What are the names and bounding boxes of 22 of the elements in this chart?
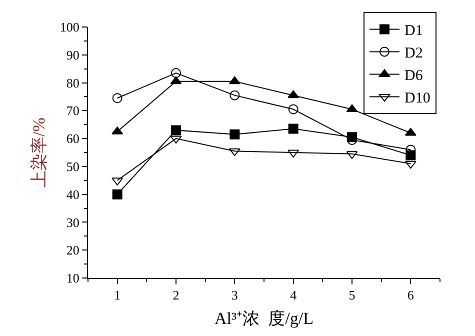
legend-label: D2: [404, 46, 423, 62]
x-tick-label: 1: [114, 288, 121, 303]
y-tick-label: 80: [66, 75, 80, 90]
y-tick-label: 90: [66, 47, 80, 62]
y-tick-label: 30: [66, 214, 80, 230]
y-tick-label: 70: [66, 103, 80, 118]
x-tick-label: 4: [290, 288, 298, 303]
x-tick-label: 5: [348, 288, 356, 303]
y-tick-label: 40: [66, 186, 80, 202]
y-tick-label: 100: [60, 20, 80, 35]
y-tick-label: 20: [66, 242, 80, 258]
legend-label: D10: [404, 90, 430, 107]
x-tick-label: 2: [172, 288, 180, 303]
x-tick-label: 6: [407, 288, 414, 303]
legend-label: D6: [404, 68, 424, 84]
x-axis-title: Al³⁺浓 度/g/L: [214, 309, 314, 328]
legend-label: D1: [404, 23, 423, 40]
x-tick-label: 3: [231, 288, 238, 303]
y-tick-label: 60: [66, 131, 80, 146]
y-tick-label: 10: [66, 270, 80, 286]
y-tick-label: 50: [66, 158, 80, 174]
y-axis-title: 上染率/%: [29, 118, 48, 188]
